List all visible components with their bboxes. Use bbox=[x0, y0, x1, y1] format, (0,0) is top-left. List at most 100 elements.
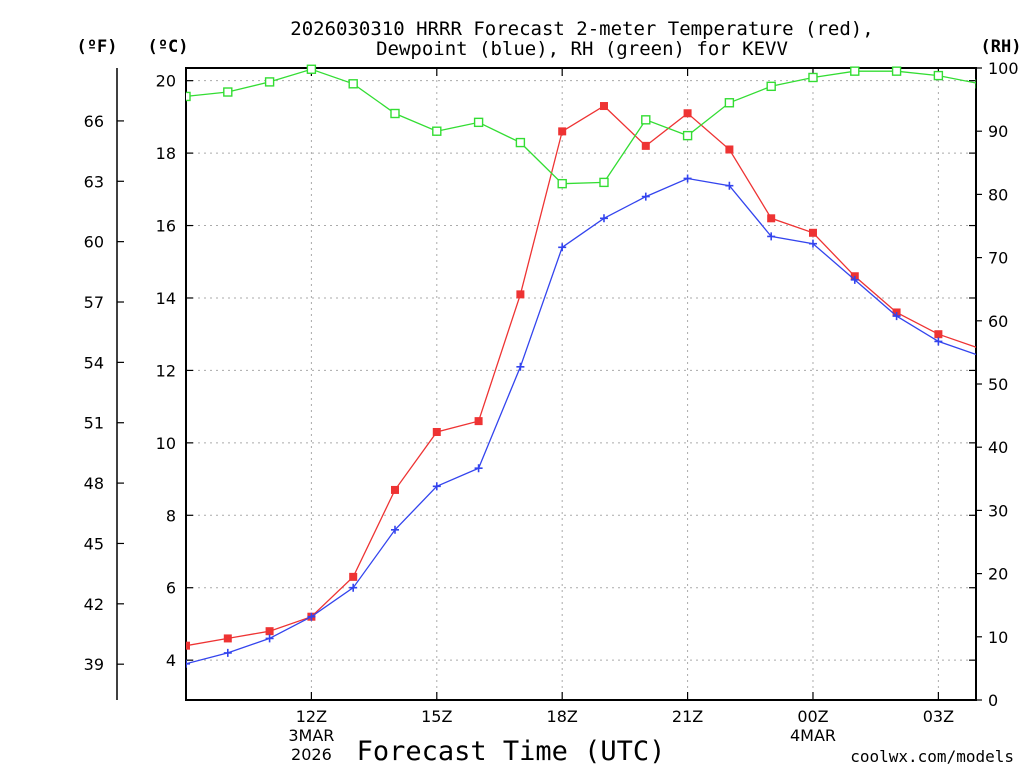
rh-tick-label: 80 bbox=[988, 185, 1008, 204]
rh-point bbox=[682, 130, 693, 141]
celsius-tick-label: 6 bbox=[166, 579, 176, 598]
fahrenheit-tick-label: 48 bbox=[84, 474, 104, 493]
rh-line bbox=[186, 68, 976, 185]
temperature-point bbox=[934, 330, 943, 339]
celsius-tick-label: 18 bbox=[156, 144, 176, 163]
temperature-point bbox=[516, 290, 525, 299]
temperature-point bbox=[599, 102, 608, 111]
rh-point bbox=[599, 177, 609, 188]
rh-point bbox=[891, 66, 902, 76]
rh-tick-label: 70 bbox=[988, 249, 1008, 268]
dewpoint-point bbox=[265, 634, 274, 643]
dewpoint-point bbox=[390, 525, 399, 534]
x-date-label: 3MAR bbox=[288, 726, 334, 745]
rh-point bbox=[473, 117, 484, 128]
rh-point bbox=[264, 77, 275, 87]
chart-title-line2: Dewpoint (blue), RH (green) for KEVV bbox=[376, 38, 788, 60]
rh-point bbox=[348, 79, 358, 89]
rh-point bbox=[306, 64, 317, 74]
fahrenheit-tick-label: 66 bbox=[84, 112, 104, 131]
rh-tick-label: 50 bbox=[988, 375, 1008, 394]
temperature-point bbox=[808, 228, 817, 237]
dewpoint-point bbox=[808, 239, 817, 248]
rh-point bbox=[557, 178, 567, 189]
fahrenheit-tick-label: 51 bbox=[84, 414, 104, 433]
rh-point bbox=[975, 79, 976, 89]
celsius-tick-label: 14 bbox=[156, 289, 176, 308]
x-year-label: 2026 bbox=[291, 745, 332, 764]
x-date-label: 4MAR bbox=[790, 726, 836, 745]
dewpoint-line bbox=[186, 177, 976, 665]
rh-tick-label: 60 bbox=[988, 312, 1008, 331]
temperature-point bbox=[683, 109, 692, 118]
dewpoint-point bbox=[599, 214, 608, 223]
rh-tick-label: 20 bbox=[988, 565, 1008, 584]
temperature-point bbox=[558, 127, 567, 136]
celsius-unit-label: (ºC) bbox=[148, 37, 189, 57]
temperature-point bbox=[223, 634, 232, 643]
dewpoint-point bbox=[683, 174, 692, 183]
x-axis-label: Forecast Time (UTC) bbox=[357, 736, 666, 767]
rh-point bbox=[766, 81, 776, 92]
rh-point bbox=[808, 72, 818, 83]
celsius-tick-label: 10 bbox=[156, 434, 176, 453]
temperature-point bbox=[767, 214, 776, 223]
dewpoint-point bbox=[186, 659, 190, 668]
rh-tick-label: 90 bbox=[988, 122, 1008, 141]
celsius-tick-label: 8 bbox=[166, 506, 176, 525]
rh-point bbox=[933, 70, 944, 81]
dewpoint-point bbox=[474, 464, 483, 473]
fahrenheit-tick-label: 63 bbox=[84, 172, 104, 191]
fahrenheit-tick-label: 42 bbox=[84, 595, 104, 614]
rh-point bbox=[390, 108, 400, 119]
x-tick-label: 03Z bbox=[923, 707, 954, 726]
dewpoint-point bbox=[725, 181, 734, 190]
rh-point bbox=[724, 98, 735, 108]
x-tick-label: 21Z bbox=[672, 707, 703, 726]
x-tick-label: 00Z bbox=[797, 707, 828, 726]
fahrenheit-tick-label: 39 bbox=[84, 655, 104, 674]
grid-lines bbox=[186, 68, 976, 700]
temperature-point bbox=[349, 572, 358, 581]
fahrenheit-tick-label: 60 bbox=[84, 233, 104, 252]
dewpoint-point bbox=[767, 232, 776, 241]
rh-tick-label: 100 bbox=[988, 59, 1019, 78]
rh-point bbox=[850, 66, 860, 76]
rh-tick-label: 10 bbox=[988, 628, 1008, 647]
temperature-line bbox=[186, 105, 976, 647]
celsius-tick-label: 16 bbox=[156, 217, 176, 236]
rh-point bbox=[515, 137, 526, 148]
dewpoint-point bbox=[892, 312, 901, 321]
x-tick-label: 15Z bbox=[421, 707, 452, 726]
axis-ticks: 4 6 8 10 12 14 16 18 20 39 42 45 48 51 54 57 60 63 66 0 10 20… bbox=[84, 59, 1019, 764]
dewpoint-point bbox=[850, 275, 859, 284]
rh-tick-label: 30 bbox=[988, 501, 1008, 520]
series-layer bbox=[186, 64, 984, 668]
rh-point bbox=[432, 126, 442, 136]
temperature-point bbox=[474, 417, 483, 426]
dewpoint-point bbox=[641, 192, 650, 201]
dewpoint-point bbox=[934, 337, 943, 346]
x-tick-label: 18Z bbox=[547, 707, 578, 726]
dewpoint-point bbox=[976, 352, 984, 360]
fahrenheit-tick-label: 45 bbox=[84, 534, 104, 553]
temperature-point bbox=[432, 427, 441, 436]
rh-tick-label: 40 bbox=[988, 438, 1008, 457]
rh-point bbox=[641, 115, 651, 125]
temperature-point bbox=[390, 485, 399, 494]
temperature-point bbox=[725, 145, 734, 154]
rh-point bbox=[223, 87, 233, 97]
x-tick-label: 12Z bbox=[296, 707, 327, 726]
rh-point bbox=[186, 91, 191, 102]
rh-tick-label: 0 bbox=[988, 691, 998, 710]
dewpoint-point bbox=[349, 583, 358, 592]
dewpoint-point bbox=[432, 482, 441, 491]
dewpoint-point bbox=[307, 612, 316, 621]
rh-unit-label: (RH) bbox=[981, 37, 1022, 57]
celsius-tick-label: 4 bbox=[166, 651, 176, 670]
temperature-point bbox=[641, 141, 650, 150]
credit-text: coolwx.com/models bbox=[850, 747, 1014, 766]
dewpoint-point bbox=[516, 362, 525, 371]
series-group bbox=[186, 64, 984, 668]
